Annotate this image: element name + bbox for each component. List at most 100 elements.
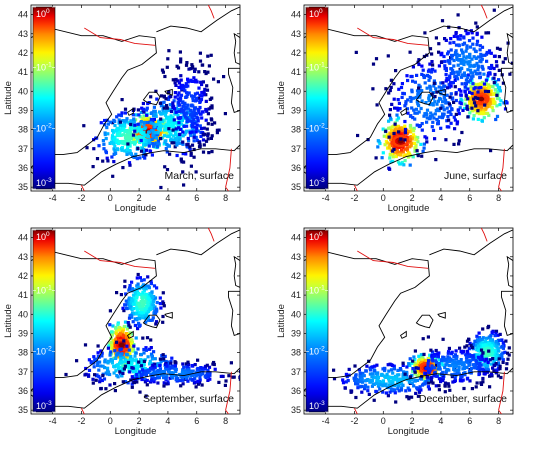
density-cell bbox=[416, 366, 420, 370]
density-cell bbox=[395, 118, 399, 122]
density-cell bbox=[376, 378, 380, 382]
density-cell bbox=[105, 126, 109, 130]
density-cell bbox=[486, 31, 491, 35]
density-cell bbox=[169, 132, 173, 136]
density-cell bbox=[168, 152, 172, 156]
density-cell bbox=[124, 292, 128, 296]
density-cell bbox=[416, 394, 420, 398]
density-cell bbox=[393, 391, 397, 395]
colorbar-gradient bbox=[305, 229, 329, 413]
density-cell bbox=[454, 98, 458, 103]
density-cell bbox=[480, 80, 484, 84]
density-cell bbox=[96, 344, 100, 348]
density-cell bbox=[121, 127, 125, 131]
y-tick-label: 41 bbox=[291, 67, 301, 77]
density-cell bbox=[117, 367, 121, 371]
density-cell bbox=[420, 358, 424, 362]
density-cell bbox=[116, 148, 120, 152]
density-cell bbox=[199, 98, 203, 102]
density-cell bbox=[113, 144, 117, 148]
y-axis-label: Latitude bbox=[276, 81, 287, 115]
density-cell bbox=[473, 64, 477, 68]
density-cell bbox=[224, 379, 228, 383]
density-cell bbox=[383, 143, 387, 147]
country-border bbox=[225, 148, 232, 191]
density-cell bbox=[486, 71, 491, 75]
density-cell bbox=[141, 363, 145, 367]
density-cell bbox=[193, 92, 197, 96]
density-cell bbox=[484, 111, 488, 115]
density-cell bbox=[404, 102, 408, 106]
density-cell bbox=[425, 375, 430, 379]
density-cell bbox=[478, 75, 482, 79]
density-cell bbox=[472, 113, 476, 118]
panel-june: -4 -2 0 2 4 6 835363738394041424344LongitudeLa… bbox=[276, 4, 514, 214]
density-cell bbox=[403, 104, 407, 108]
density-cell bbox=[193, 363, 197, 367]
density-cell bbox=[447, 59, 451, 63]
density-cell bbox=[453, 118, 457, 122]
density-cell bbox=[411, 155, 415, 159]
density-cell bbox=[406, 111, 410, 115]
density-cell bbox=[174, 130, 178, 134]
density-cell bbox=[389, 368, 394, 372]
density-cell bbox=[182, 160, 186, 164]
density-cell bbox=[427, 368, 431, 372]
density-cell bbox=[184, 370, 188, 374]
density-cell bbox=[420, 360, 424, 364]
density-cell bbox=[412, 355, 416, 359]
density-cell bbox=[109, 140, 114, 144]
density-cell bbox=[165, 150, 169, 154]
density-cell bbox=[417, 110, 421, 114]
density-cell bbox=[166, 380, 170, 384]
density-cell bbox=[460, 130, 464, 135]
density-cell bbox=[201, 150, 206, 154]
density-cell bbox=[443, 384, 447, 388]
density-cell bbox=[393, 151, 397, 155]
density-cell bbox=[201, 371, 205, 376]
density-cell bbox=[176, 136, 180, 140]
density-cell bbox=[163, 165, 167, 169]
density-cell bbox=[176, 113, 180, 117]
density-cell bbox=[483, 89, 488, 93]
density-cell bbox=[120, 111, 124, 115]
density-cell bbox=[466, 355, 470, 359]
density-cell bbox=[209, 53, 213, 57]
density-cell bbox=[193, 67, 197, 71]
density-cell bbox=[120, 360, 124, 364]
density-cell bbox=[366, 138, 370, 142]
density-cell bbox=[494, 60, 499, 64]
density-cell bbox=[144, 287, 148, 291]
density-cell bbox=[166, 97, 170, 101]
density-cell bbox=[494, 362, 498, 366]
density-cell bbox=[183, 89, 187, 93]
density-cell bbox=[180, 160, 184, 164]
density-cell bbox=[372, 398, 376, 402]
density-cell bbox=[413, 357, 417, 362]
density-cell bbox=[128, 284, 132, 288]
density-cell bbox=[475, 25, 479, 29]
density-cell bbox=[176, 123, 180, 127]
density-cell bbox=[443, 67, 447, 71]
y-tick-label: 43 bbox=[291, 29, 301, 39]
density-cell bbox=[401, 142, 405, 146]
island-outline bbox=[164, 311, 173, 319]
density-cell bbox=[450, 57, 454, 61]
density-cell bbox=[165, 65, 169, 69]
density-cell bbox=[452, 64, 456, 68]
density-cell bbox=[432, 116, 436, 120]
density-cell bbox=[426, 365, 430, 369]
density-cell bbox=[493, 334, 497, 338]
density-cell bbox=[394, 127, 398, 131]
density-cell bbox=[151, 316, 155, 320]
density-cell bbox=[189, 108, 193, 112]
density-cell bbox=[133, 123, 137, 127]
density-cell bbox=[200, 116, 204, 120]
density-cell bbox=[192, 132, 196, 136]
density-cell bbox=[393, 377, 397, 381]
density-cell bbox=[411, 359, 415, 363]
density-cell bbox=[129, 358, 133, 362]
density-cell bbox=[391, 149, 395, 153]
density-cell bbox=[403, 159, 407, 163]
density-cell bbox=[498, 47, 502, 51]
